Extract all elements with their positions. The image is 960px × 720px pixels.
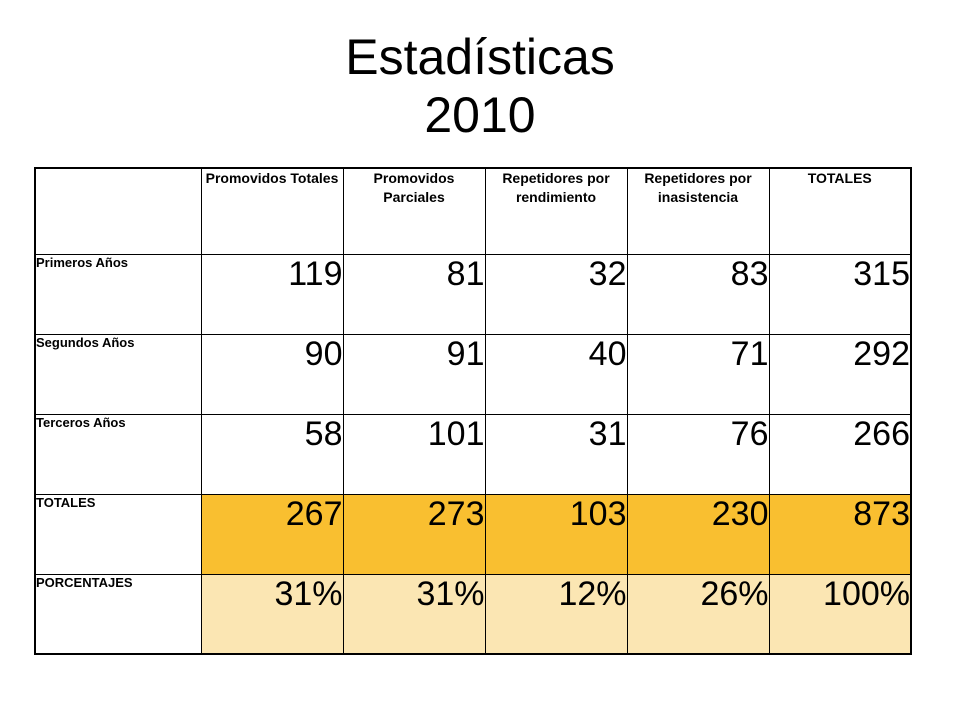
title-line-2: 2010 <box>424 87 536 143</box>
row-label: Terceros Años <box>34 413 202 495</box>
table-cell: 32 <box>484 253 628 335</box>
table-cell: 31% <box>200 573 344 655</box>
table-cell: 58 <box>200 413 344 495</box>
row-label: Segundos Años <box>34 333 202 415</box>
totals-row: TOTALES 267 273 103 230 873 <box>34 493 912 575</box>
table-cell: 40 <box>484 333 628 415</box>
table-row: Primeros Años 119 81 32 83 315 <box>34 253 912 335</box>
header-totales: TOTALES <box>768 167 912 255</box>
table-cell: 230 <box>626 493 770 575</box>
table-row: Segundos Años 90 91 40 71 292 <box>34 333 912 415</box>
table-cell: 266 <box>768 413 912 495</box>
table-cell: 119 <box>200 253 344 335</box>
table-cell: 31 <box>484 413 628 495</box>
row-label: PORCENTAJES <box>34 573 202 655</box>
table-cell: 103 <box>484 493 628 575</box>
statistics-table: Promovidos Totales Promovidos Parciales … <box>34 167 912 655</box>
table-cell: 100% <box>768 573 912 655</box>
header-row: Promovidos Totales Promovidos Parciales … <box>34 167 912 255</box>
header-promovidos-totales: Promovidos Totales <box>200 167 344 255</box>
table-cell: 76 <box>626 413 770 495</box>
percentages-row: PORCENTAJES 31% 31% 12% 26% 100% <box>34 573 912 655</box>
table-cell: 273 <box>342 493 486 575</box>
header-repetidores-rendimiento: Repetidores por rendimiento <box>484 167 628 255</box>
table-cell: 315 <box>768 253 912 335</box>
header-corner <box>34 167 202 255</box>
header-promovidos-parciales: Promovidos Parciales <box>342 167 486 255</box>
title-line-1: Estadísticas <box>345 29 615 85</box>
header-repetidores-inasistencia: Repetidores por inasistencia <box>626 167 770 255</box>
table-cell: 31% <box>342 573 486 655</box>
table-cell: 12% <box>484 573 628 655</box>
row-label: TOTALES <box>34 493 202 575</box>
table-cell: 873 <box>768 493 912 575</box>
table-cell: 91 <box>342 333 486 415</box>
table-cell: 292 <box>768 333 912 415</box>
row-label: Primeros Años <box>34 253 202 335</box>
table-cell: 81 <box>342 253 486 335</box>
table-cell: 101 <box>342 413 486 495</box>
table-cell: 90 <box>200 333 344 415</box>
table-cell: 26% <box>626 573 770 655</box>
page-title: Estadísticas 2010 <box>0 28 960 144</box>
table-row: Terceros Años 58 101 31 76 266 <box>34 413 912 495</box>
table-cell: 83 <box>626 253 770 335</box>
table-cell: 71 <box>626 333 770 415</box>
table-cell: 267 <box>200 493 344 575</box>
